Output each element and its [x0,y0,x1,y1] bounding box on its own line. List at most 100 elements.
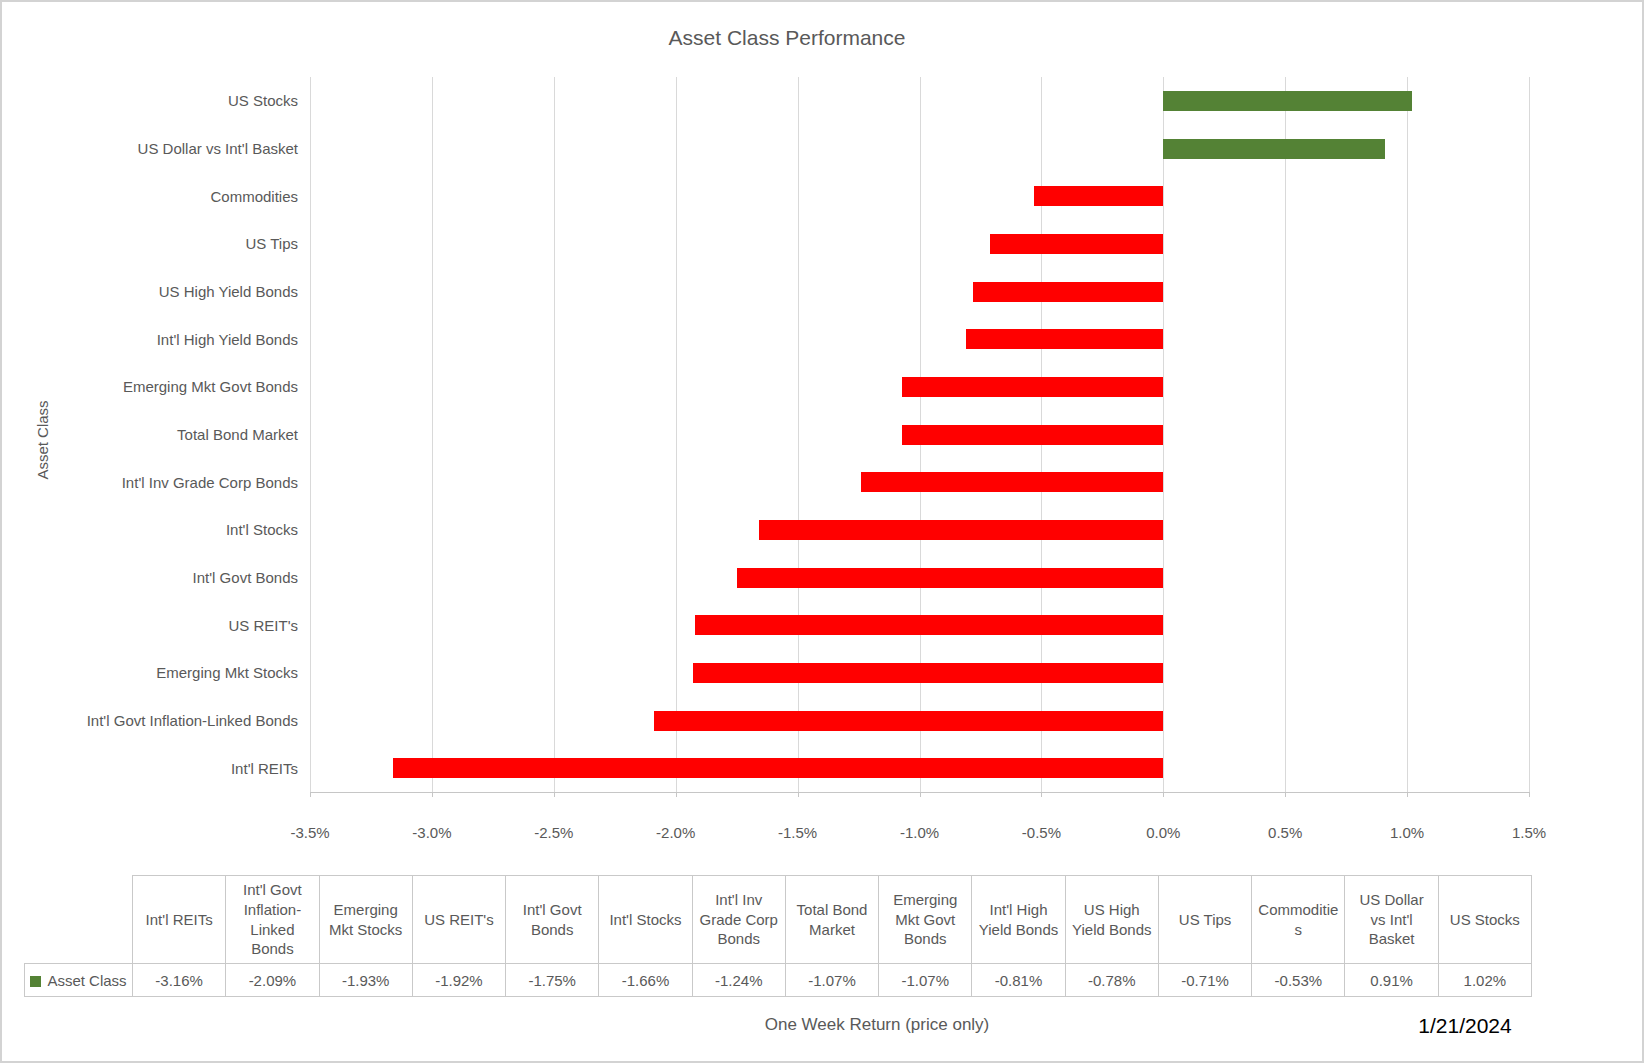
x-tick-label: 1.0% [1390,824,1424,841]
table-value-cell: -1.66% [599,964,692,997]
bar-emerging-mkt-govt-bonds [902,377,1163,397]
x-tick-mark [1285,792,1286,797]
date-label: 1/21/2024 [1418,1014,1511,1038]
legend-marker-icon [30,976,41,987]
bar-commodities [1034,186,1163,206]
gridline [1407,77,1408,792]
x-tick-label: -1.0% [900,824,939,841]
x-tick-mark [798,792,799,797]
category-label: Int'l Inv Grade Corp Bonds [12,458,298,506]
category-label: Int'l Govt Inflation-Linked Bonds [12,697,298,745]
table-value-cell: -0.81% [972,964,1065,997]
x-tick-mark [920,792,921,797]
x-axis-title: One Week Return (price only) [765,1015,990,1035]
table-header-cell: US REIT's [412,876,505,964]
gridline [554,77,555,792]
gridline [798,77,799,792]
table-header-cell: US Dollar vs Int'l Basket [1345,876,1438,964]
category-label: Int'l REITs [12,744,298,792]
chart-title: Asset Class Performance [669,26,906,50]
table-corner-blank [25,876,133,964]
bar-us-dollar-vs-int-l-basket [1163,139,1385,159]
x-tick-label: -3.0% [412,824,451,841]
legend-cell: Asset Class [25,964,133,997]
table-header-cell: Int'l High Yield Bonds [972,876,1065,964]
x-tick-mark [1407,792,1408,797]
table-header-cell: US High Yield Bonds [1065,876,1158,964]
x-tick-label: -2.5% [534,824,573,841]
table-header-cell: Int'l Govt Inflation-Linked Bonds [226,876,319,964]
table-value-cell: 1.02% [1438,964,1531,997]
table-value-cell: -1.75% [506,964,599,997]
bar-int-l-inv-grade-corp-bonds [861,472,1163,492]
category-label: Int'l Stocks [12,506,298,554]
x-tick-label: -2.0% [656,824,695,841]
table-header-cell: Int'l Inv Grade Corp Bonds [692,876,785,964]
chart-canvas: Asset Class Performance Asset Class US S… [0,0,1644,1063]
table-header-cell: Total Bond Market [785,876,878,964]
category-label: Emerging Mkt Govt Bonds [12,363,298,411]
table-header-cell: US Stocks [1438,876,1531,964]
table-value-cell: -0.78% [1065,964,1158,997]
gridline [1163,77,1164,792]
bar-int-l-reits [393,758,1163,778]
table-value-cell: 0.91% [1345,964,1438,997]
table-value-cell: -0.71% [1158,964,1251,997]
x-tick-label: -3.5% [290,824,329,841]
x-tick-label: 0.0% [1146,824,1180,841]
bar-us-reit-s [695,615,1163,635]
x-tick-mark [310,792,311,797]
bar-int-l-high-yield-bonds [966,329,1163,349]
gridline [432,77,433,792]
x-tick-label: -1.5% [778,824,817,841]
table-value-cell: -1.92% [412,964,505,997]
bar-us-stocks [1163,91,1412,111]
table-header-cell: Emerging Mkt Govt Bonds [879,876,972,964]
x-tick-label: -0.5% [1022,824,1061,841]
table-header-cell: Int'l REITs [133,876,226,964]
data-table: Int'l REITsInt'l Govt Inflation-Linked B… [24,875,1532,997]
x-tick-label: 1.5% [1512,824,1546,841]
bar-total-bond-market [902,425,1163,445]
table-value-cell: -1.93% [319,964,412,997]
table-header-cell: Int'l Govt Bonds [506,876,599,964]
bar-int-l-govt-bonds [737,568,1164,588]
table-value-cell: -1.24% [692,964,785,997]
category-label: Int'l High Yield Bonds [12,315,298,363]
table-header-cell: Int'l Stocks [599,876,692,964]
bar-int-l-stocks [759,520,1164,540]
table-header-cell: Emerging Mkt Stocks [319,876,412,964]
table-header-cell: Commodities [1252,876,1345,964]
category-label: Commodities [12,172,298,220]
x-tick-mark [1529,792,1530,797]
plot-area [310,77,1529,793]
category-label: Total Bond Market [12,411,298,459]
bar-emerging-mkt-stocks [693,663,1164,683]
x-tick-label: 0.5% [1268,824,1302,841]
x-tick-mark [1163,792,1164,797]
x-tick-mark [432,792,433,797]
gridline [1529,77,1530,792]
x-tick-mark [554,792,555,797]
table-header-cell: US Tips [1158,876,1251,964]
x-tick-mark [1041,792,1042,797]
category-label: US Stocks [12,77,298,125]
bar-int-l-govt-inflation-linked-bonds [654,711,1164,731]
table-value-cell: -2.09% [226,964,319,997]
table-value-cell: -3.16% [133,964,226,997]
category-label: Int'l Govt Bonds [12,554,298,602]
category-label: US Tips [12,220,298,268]
category-axis: US StocksUS Dollar vs Int'l BasketCommod… [12,77,298,792]
category-label: US Dollar vs Int'l Basket [12,125,298,173]
category-label: US High Yield Bonds [12,268,298,316]
gridline [310,77,311,792]
table-value-cell: -0.53% [1252,964,1345,997]
x-tick-mark [676,792,677,797]
gridline [676,77,677,792]
bar-us-high-yield-bonds [973,282,1163,302]
gridline [1285,77,1286,792]
bar-us-tips [990,234,1163,254]
category-label: US REIT's [12,601,298,649]
category-label: Emerging Mkt Stocks [12,649,298,697]
table-value-cell: -1.07% [785,964,878,997]
